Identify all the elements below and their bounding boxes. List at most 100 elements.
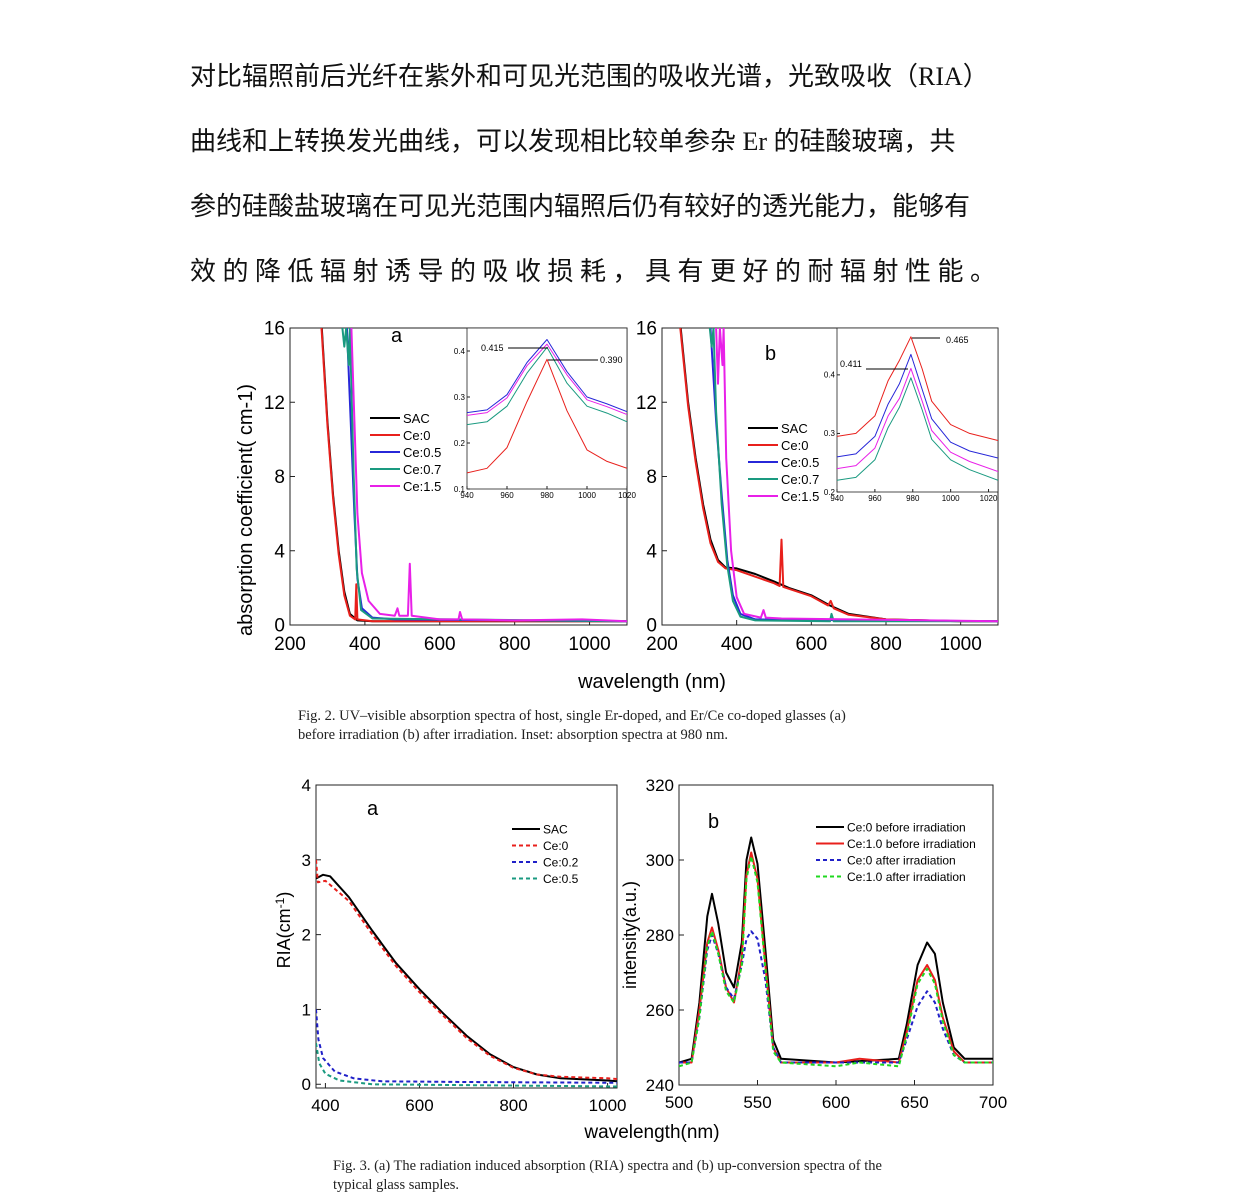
chart-fig3b: 500 550 600 650 700 240 260 280 300 320 Ce:0 befor…	[646, 776, 1008, 1112]
y-tick-label: 12	[636, 393, 657, 414]
legend-label: SAC	[543, 823, 568, 837]
paragraph-line: 对比辐照前后光纤在紫外和可见光范围的吸收光谱，光致吸收（RIA）	[190, 62, 989, 91]
legend-label: Ce:1.0 before irradiation	[847, 837, 976, 851]
series-line-ce-0-5	[316, 1042, 617, 1088]
y-tick-label: 1	[302, 1000, 311, 1019]
series-line-ce-0-7	[708, 328, 998, 623]
series-line-ce-0	[837, 336, 998, 441]
annotation-label: 0.415	[481, 343, 504, 353]
x-tick-label: 400	[721, 634, 753, 655]
y-tick-label: 0.2	[454, 439, 466, 448]
y-tick-label: 320	[646, 776, 674, 795]
legend-label: Ce:0 before irradiation	[847, 821, 966, 835]
y-tick-label: 4	[274, 541, 285, 562]
legend-label: SAC	[781, 421, 808, 436]
y-tick-label: 300	[646, 851, 674, 870]
legend-label: Ce:0.5	[403, 445, 441, 460]
plot-frame	[836, 327, 999, 493]
legend-label: Ce:0.7	[403, 462, 441, 477]
y-tick-label: 0.1	[454, 485, 466, 494]
y-tick-label: 2	[302, 926, 311, 945]
series-line-ce-0-7	[341, 328, 627, 623]
x-tick-label: 960	[500, 491, 514, 500]
x-tick-label: 600	[405, 1096, 433, 1115]
x-tick-label: 1020	[980, 494, 998, 503]
x-tick-label: 800	[499, 1096, 527, 1115]
fig3-xlabel: wavelength(nm)	[583, 1122, 719, 1143]
y-tick-label: 240	[646, 1076, 674, 1095]
x-tick-label: 1000	[568, 634, 610, 655]
caption-line: Fig. 3. (a) The radiation induced absorp…	[333, 1158, 882, 1174]
fig2-ylabel: absorption coefficient( cm-1)	[235, 384, 257, 636]
y-tick-label: 16	[264, 319, 285, 340]
x-tick-label: 400	[311, 1096, 339, 1115]
x-tick-label: 1020	[618, 491, 636, 500]
x-tick-label: 200	[646, 634, 678, 655]
caption-line: before irradiation (b) after irradiation…	[298, 727, 729, 743]
series-line-ce-0-before-irradiation	[679, 836, 993, 1064]
x-tick-label: 980	[540, 491, 554, 500]
series-line-ce-0	[316, 859, 617, 1080]
y-tick-label: 0.4	[454, 347, 466, 356]
chart-fig2b-inset: 940 960 980 1000 1020 0.2 0.3 0.4 0.465 0.411	[824, 327, 999, 503]
y-tick-label: 8	[274, 467, 285, 488]
y-tick-label: 260	[646, 1001, 674, 1020]
x-tick-label: 980	[906, 494, 920, 503]
x-tick-label: 800	[499, 634, 531, 655]
y-tick-label: 16	[636, 319, 657, 340]
chart-fig2a-inset: 940 960 980 1000 1020 0.1 0.2 0.3 0.4 0.415 0.390	[454, 327, 636, 500]
legend-label: Ce:1.5	[781, 489, 819, 504]
x-tick-label: 1000	[942, 494, 960, 503]
x-tick-label: 1000	[589, 1096, 627, 1115]
legend-label: Ce:1.0 after irradiation	[847, 870, 966, 884]
plot-frame	[466, 327, 628, 490]
series-line-ce-0-2	[316, 1009, 617, 1084]
series-line-ce-1-5	[715, 328, 998, 623]
x-tick-label: 1000	[940, 634, 982, 655]
series-line-ce-0	[679, 328, 998, 623]
y-tick-label: 0.3	[454, 393, 466, 402]
x-tick-label: 600	[795, 634, 827, 655]
paragraph-line: 参的硅酸盐玻璃在可见光范围内辐照后仍有较好的透光能力，能够有	[190, 192, 971, 221]
series-line-ce-1-5	[837, 367, 998, 472]
panel-label: a	[367, 798, 379, 820]
x-tick-label: 800	[870, 634, 902, 655]
legend-label: Ce:0.2	[543, 856, 579, 870]
plot-frame	[315, 784, 618, 1089]
legend-label: Ce:0	[781, 438, 808, 453]
legend-label: SAC	[403, 411, 430, 426]
annotation-label: 0.411	[840, 359, 862, 369]
y-tick-label: 4	[646, 541, 657, 562]
series-line-ce-0-7	[467, 346, 627, 426]
x-tick-label: 500	[665, 1093, 693, 1112]
panel-label: b	[708, 811, 719, 833]
paragraph-line: 曲线和上转换发光曲线，可以发现相比较单参杂 Er 的硅酸玻璃，共	[190, 127, 956, 156]
panel-label: b	[765, 343, 776, 365]
x-tick-label: 700	[979, 1093, 1007, 1112]
chart-fig2a: 200 400 600 800 1000 0 4 8 12 16 SAC Ce:0 Ce:0.5 Ce:0…	[264, 319, 628, 655]
annotation-label: 0.465	[946, 335, 969, 345]
legend-label: Ce:0.7	[781, 472, 819, 487]
series-line-ce-1-0-after-irradiation	[679, 855, 993, 1068]
x-tick-label: 1000	[578, 491, 596, 500]
plot-frame	[678, 784, 994, 1086]
x-tick-label: 960	[868, 494, 882, 503]
series-line-ce-1-5	[467, 343, 627, 416]
x-tick-label: 940	[460, 491, 474, 500]
x-tick-label: 650	[900, 1093, 928, 1112]
series-line-ce-0	[467, 358, 627, 474]
panel-label: a	[391, 325, 403, 347]
x-tick-label: 550	[743, 1093, 771, 1112]
y-tick-label: 0	[302, 1075, 311, 1094]
y-tick-label: 3	[302, 851, 311, 870]
fig2-caption: Fig. 2. UV–visible absorption spectra of…	[298, 707, 846, 745]
series-line-ce-0-7	[837, 377, 998, 481]
y-tick-label: 280	[646, 926, 674, 945]
annotation-label: 0.390	[600, 355, 623, 365]
x-tick-label: 600	[424, 634, 456, 655]
x-tick-label: 600	[822, 1093, 850, 1112]
paragraph-line: 效 的 降 低 辐 射 诱 导 的 吸 收 损 耗 ， 具 有 更 好 的 耐 …	[190, 257, 997, 286]
legend-label: Ce:0.5	[781, 455, 819, 470]
series-line-ce-1-5	[350, 328, 627, 623]
